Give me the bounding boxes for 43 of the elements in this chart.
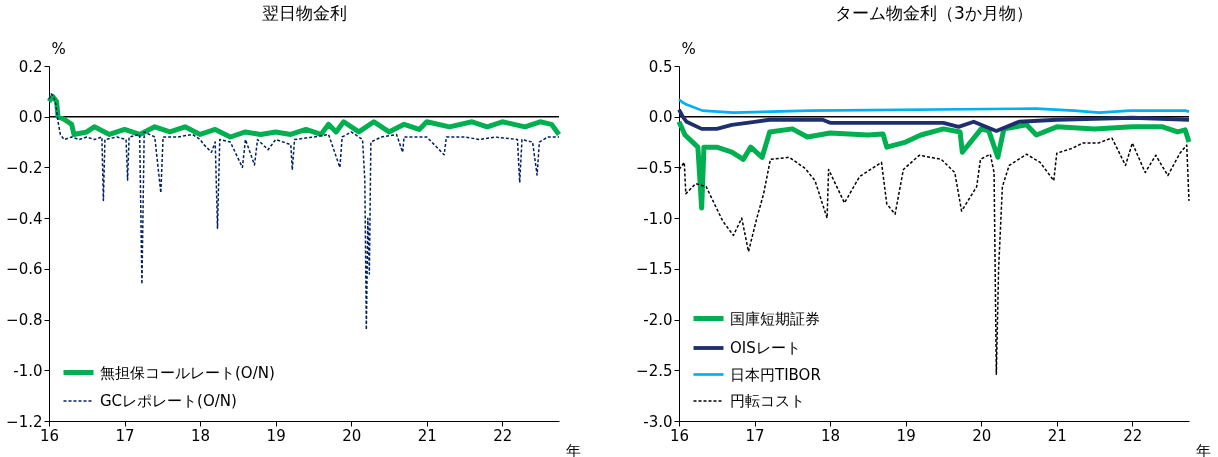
y-axis-title: % [51,39,66,58]
legend-label: OISレート [730,339,801,357]
y-tick-label: −0.8 [6,311,43,330]
x-tick-label: 16 [669,426,690,445]
line-series [677,107,1191,133]
x-axis-title: 年 [1195,441,1211,457]
line-series [48,93,560,331]
x-tick-label: 21 [1047,426,1067,445]
y-axis-title: % [681,39,696,58]
y-tick-label: 0.5 [648,57,673,76]
x-tick-label: 19 [266,426,286,445]
line-series [677,98,1191,114]
y-tick-label: 0.0 [648,108,673,127]
legend-label: 国庫短期証券 [730,309,820,328]
x-tick-label: 17 [745,426,765,445]
x-tick-label: 22 [1123,426,1143,445]
legend-label: 無担保コールレート(O/N) [100,363,275,382]
x-tick-label: 20 [972,426,992,445]
chart-title: 翌日物金利 [261,3,347,23]
legend-label: GCレポレート(O/N) [100,392,237,410]
x-tick-label: 19 [896,426,916,445]
x-tick-label: 16 [39,426,60,445]
y-tick-label: −2.5 [636,361,673,380]
y-tick-label: -1.0 [13,361,43,380]
y-tick-label: -1.0 [643,209,673,228]
x-tick-label: 17 [115,426,135,445]
y-tick-label: −1.5 [636,260,673,279]
chart-title: ターム物金利（3か月物） [835,3,1033,23]
y-tick-label: −0.6 [6,260,43,279]
y-tick-label: 0.0 [18,108,43,127]
y-tick-label: −0.2 [6,158,43,177]
x-tick-label: 22 [493,426,513,445]
x-tick-label: 18 [191,426,211,445]
x-tick-label: 18 [821,426,841,445]
x-tick-label: 20 [342,426,362,445]
y-tick-label: -2.0 [643,311,673,330]
y-tick-label: −0.4 [6,209,43,228]
y-tick-label: 0.2 [18,57,43,76]
legend-label: 日本円TIBOR [730,365,821,384]
y-tick-label: −0.5 [636,158,673,177]
legend-label: 円転コスト [730,392,805,410]
x-axis-title: 年 [565,441,581,457]
x-tick-label: 21 [417,426,437,445]
